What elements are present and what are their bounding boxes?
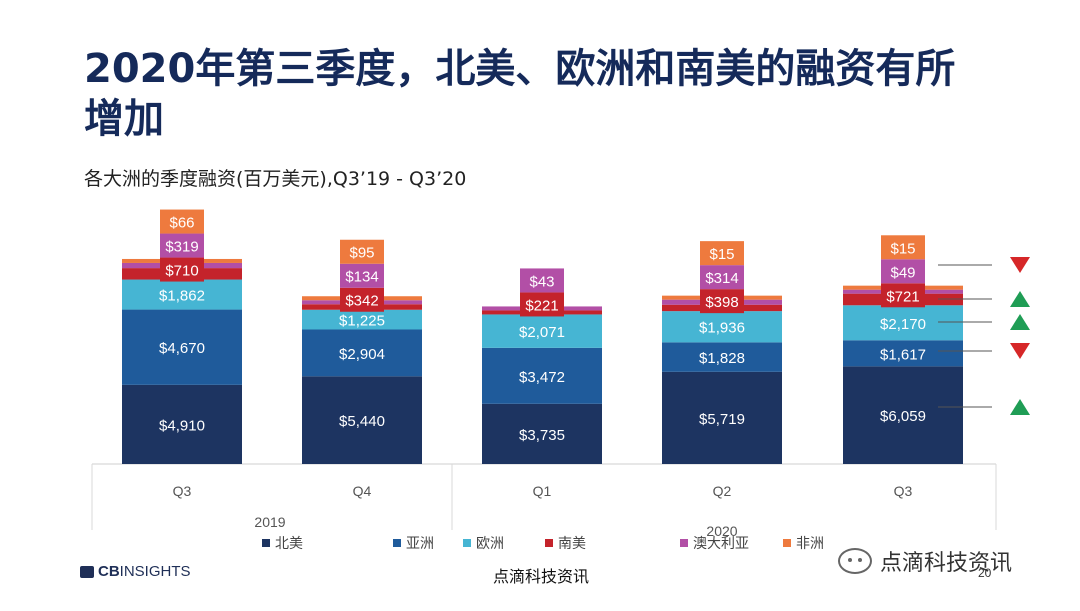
category-label-1: Q4 [353,483,372,499]
data-label-澳大利亚-3: $314 [705,270,738,287]
data-label-澳大利亚-0: $319 [165,239,198,256]
bar-北美-0 [122,384,242,464]
cbinsights-logo: CB INSIGHTS [80,563,191,580]
bar-亚洲-2 [482,347,602,404]
legend-label-亚洲: 亚洲 [406,536,434,552]
legend-swatch-非洲 [783,539,791,547]
data-label-南美-1: $342 [345,293,378,310]
year-label-2019: 2019 [254,514,285,530]
page-title: 2020年第三季度，北美、欧洲和南美的融资有所增加 [84,46,956,142]
label-box-澳大利亚-2 [520,268,564,293]
bar-亚洲-3 [662,342,782,372]
category-label-2: Q1 [533,483,552,499]
legend-label-非洲: 非洲 [796,536,824,552]
data-label-北美-3: $5,719 [699,411,745,428]
legend-label-欧洲: 欧洲 [476,536,504,552]
data-label-北美-0: $4,910 [159,417,205,434]
bar-欧洲-3 [662,311,782,343]
trend-arrow-down-亚洲 [1010,343,1030,359]
legend-label-澳大利亚: 澳大利亚 [693,536,749,552]
label-box-非洲-1 [340,239,384,264]
bar-欧洲-1 [302,309,422,330]
legend-swatch-欧洲 [463,539,471,547]
data-label-澳大利亚-4: $49 [890,264,915,281]
data-label-北美-2: $3,735 [519,427,565,444]
data-label-亚洲-3: $1,828 [699,350,745,367]
bar-亚洲-0 [122,309,242,385]
data-label-欧洲-0: $1,862 [159,288,205,305]
bar-欧洲-0 [122,279,242,310]
trend-arrow-down-澳大利亚 [1010,257,1030,273]
label-box-非洲-0 [160,209,204,234]
bar-北美-2 [482,403,602,464]
label-box-澳大利亚-3 [700,265,744,290]
label-box-澳大利亚-4 [881,259,925,284]
bar-北美-3 [662,371,782,464]
label-box-南美-2 [520,292,564,317]
cbinsights-logo-icon [80,565,94,578]
data-label-欧洲-2: $2,071 [519,324,565,341]
data-label-亚洲-0: $4,670 [159,340,205,357]
bar-亚洲-4 [843,340,963,367]
label-box-南美-4 [881,283,925,308]
legend-swatch-亚洲 [393,539,401,547]
trend-arrow-up-南美 [1010,291,1030,307]
data-label-亚洲-2: $3,472 [519,369,565,386]
data-label-欧洲-3: $1,936 [699,320,745,337]
bar-北美-1 [302,376,422,464]
bar-亚洲-1 [302,329,422,377]
category-label-4: Q3 [894,483,913,499]
logo-cb-text: CB [98,563,120,580]
legend-swatch-南美 [545,539,553,547]
logo-insights-text: INSIGHTS [119,563,191,580]
category-label-0: Q3 [173,483,192,499]
label-box-南美-3 [700,289,744,314]
legend-swatch-澳大利亚 [680,539,688,547]
chart-subtitle: 各大洲的季度融资(百万美元),Q3’19 - Q3’20 [84,168,467,190]
wechat-icon [838,548,872,574]
data-label-欧洲-4: $2,170 [880,316,926,333]
legend-label-南美: 南美 [558,536,586,552]
data-label-南美-2: $221 [525,297,558,314]
wechat-watermark: 点滴科技资讯 [838,545,1012,577]
trend-arrow-up-欧洲 [1010,314,1030,330]
data-label-非洲-3: $15 [709,246,734,263]
data-label-澳大利亚-2: $43 [529,273,554,290]
page-number: 20 [978,566,992,580]
data-label-北美-1: $5,440 [339,413,385,430]
bar-欧洲-4 [843,305,963,341]
label-box-澳大利亚-1 [340,263,384,288]
label-box-南美-0 [160,257,204,282]
footer-source-text: 点滴科技资讯 [493,567,590,586]
data-label-亚洲-1: $2,904 [339,346,385,363]
data-label-非洲-0: $66 [169,215,194,232]
label-box-非洲-4 [881,235,925,260]
data-label-南美-4: $721 [886,288,919,305]
data-label-非洲-4: $15 [890,240,915,257]
watermark-text: 点滴科技资讯 [880,551,1013,576]
data-label-南美-3: $398 [705,294,738,311]
data-label-欧洲-1: $1,225 [339,313,385,330]
year-label-2020: 2020 [706,523,737,539]
data-label-亚洲-4: $1,617 [880,346,926,363]
label-box-澳大利亚-0 [160,233,204,258]
label-box-南美-1 [340,287,384,312]
data-label-非洲-1: $95 [349,245,374,262]
category-label-3: Q2 [713,483,732,499]
data-label-澳大利亚-1: $134 [345,269,378,286]
data-label-北美-4: $6,059 [880,408,926,425]
data-label-南美-0: $710 [165,263,198,280]
bar-北美-4 [843,366,963,464]
trend-arrow-up-北美 [1010,399,1030,415]
bar-欧洲-2 [482,314,602,348]
label-box-非洲-3 [700,241,744,266]
legend-label-北美: 北美 [275,536,303,552]
legend-swatch-北美 [262,539,270,547]
